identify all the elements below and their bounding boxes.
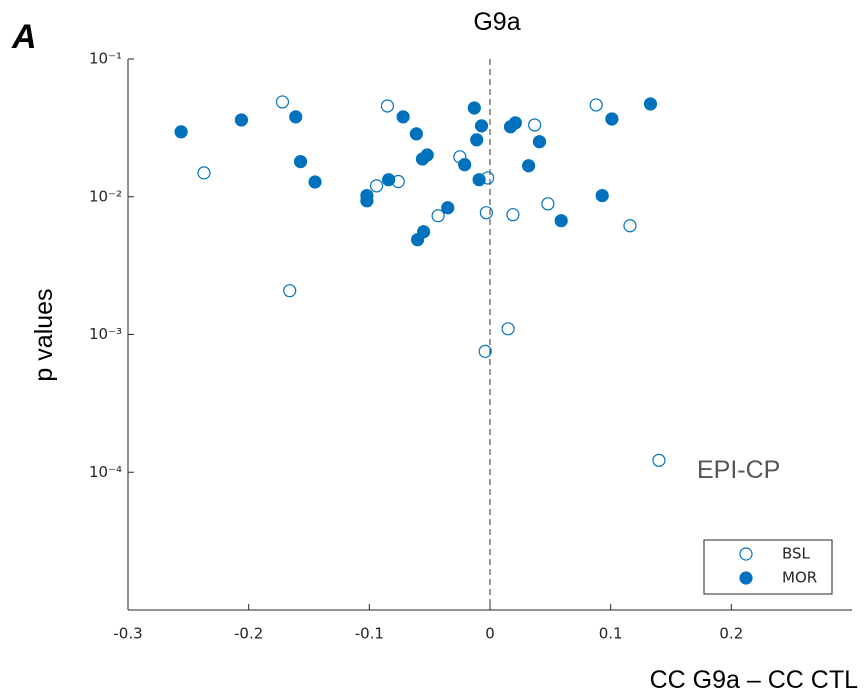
point bbox=[234, 113, 249, 127]
point bbox=[528, 118, 542, 132]
x-tick-label: 0.2 bbox=[719, 625, 743, 643]
legend-entry: MOR bbox=[782, 569, 817, 587]
point bbox=[623, 219, 637, 233]
point bbox=[479, 206, 493, 220]
point bbox=[554, 214, 568, 228]
point bbox=[532, 135, 547, 149]
point bbox=[409, 127, 423, 141]
legend-marker bbox=[739, 547, 753, 561]
point bbox=[643, 97, 658, 111]
point bbox=[458, 158, 472, 172]
point bbox=[174, 125, 188, 139]
point bbox=[474, 119, 489, 133]
y-tick-label: 10⁻³ bbox=[89, 325, 122, 343]
point bbox=[289, 110, 303, 124]
legend-marker bbox=[739, 571, 753, 585]
point bbox=[360, 194, 374, 208]
point bbox=[382, 173, 396, 187]
x-tick-label: 0 bbox=[485, 625, 495, 643]
point bbox=[431, 209, 445, 223]
point bbox=[478, 344, 492, 358]
y-tick-label: 10⁻⁴ bbox=[89, 463, 122, 481]
point bbox=[396, 110, 410, 124]
x-tick-label: -0.2 bbox=[234, 625, 263, 643]
point bbox=[541, 197, 555, 211]
point bbox=[652, 453, 666, 467]
y-tick-label: 10⁻² bbox=[89, 187, 122, 205]
point bbox=[522, 159, 536, 173]
x-tick-label: -0.3 bbox=[113, 625, 142, 643]
point bbox=[589, 98, 603, 112]
point bbox=[441, 201, 455, 215]
point bbox=[605, 112, 619, 126]
y-axis-label: p values bbox=[30, 288, 58, 381]
annotation: EPI-CP bbox=[697, 456, 780, 484]
y-tick-label: 10⁻¹ bbox=[89, 50, 122, 68]
point bbox=[308, 175, 322, 189]
point bbox=[275, 95, 290, 109]
chart-title: G9a bbox=[473, 8, 520, 36]
legend bbox=[703, 539, 833, 595]
point bbox=[417, 225, 431, 239]
point bbox=[595, 188, 609, 203]
point bbox=[380, 99, 395, 113]
legend-entry: BSL bbox=[782, 545, 811, 563]
point bbox=[472, 173, 486, 187]
point bbox=[369, 179, 384, 193]
x-axis-label: CC G9a – CC CTL bbox=[650, 666, 858, 694]
x-tick-label: -0.1 bbox=[355, 625, 384, 643]
point bbox=[293, 154, 308, 169]
point bbox=[283, 284, 297, 298]
point bbox=[501, 322, 515, 336]
point bbox=[197, 166, 211, 180]
point bbox=[506, 208, 520, 222]
point bbox=[420, 148, 434, 162]
panel-label: A bbox=[11, 18, 37, 56]
x-tick-label: 0.1 bbox=[599, 625, 623, 643]
point bbox=[467, 101, 481, 115]
point bbox=[470, 133, 484, 147]
point bbox=[508, 116, 522, 130]
